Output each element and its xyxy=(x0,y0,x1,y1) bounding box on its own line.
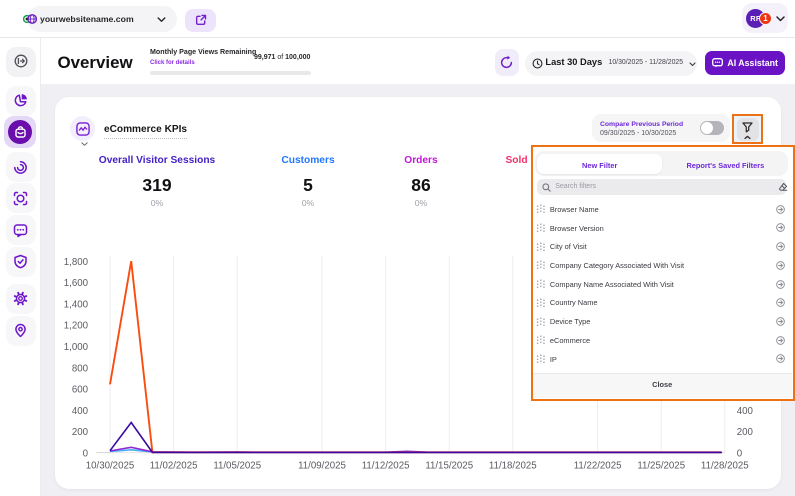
svg-text:200: 200 xyxy=(72,427,89,438)
svg-text:0: 0 xyxy=(737,449,743,460)
svg-text:11/18/2025: 11/18/2025 xyxy=(489,461,537,472)
svg-text:11/09/2025: 11/09/2025 xyxy=(298,461,346,472)
svg-text:1,800: 1,800 xyxy=(64,257,89,268)
svg-text:10/30/2025: 10/30/2025 xyxy=(86,461,135,472)
svg-text:11/05/2025: 11/05/2025 xyxy=(213,461,261,472)
svg-text:1,600: 1,600 xyxy=(64,278,89,289)
svg-text:200: 200 xyxy=(737,427,754,438)
svg-text:400: 400 xyxy=(737,406,754,417)
svg-text:600: 600 xyxy=(72,385,89,396)
svg-text:400: 400 xyxy=(72,406,89,417)
svg-text:0: 0 xyxy=(83,449,89,460)
svg-text:11/25/2025: 11/25/2025 xyxy=(637,461,685,472)
svg-text:800: 800 xyxy=(72,363,89,374)
svg-text:11/12/2025: 11/12/2025 xyxy=(362,461,410,472)
svg-text:11/15/2025: 11/15/2025 xyxy=(425,461,473,472)
svg-text:11/02/2025: 11/02/2025 xyxy=(150,461,198,472)
svg-text:1,000: 1,000 xyxy=(64,342,89,353)
svg-text:11/28/2025: 11/28/2025 xyxy=(701,461,749,472)
svg-text:11/22/2025: 11/22/2025 xyxy=(574,461,622,472)
svg-text:1,200: 1,200 xyxy=(64,321,89,332)
svg-text:1,400: 1,400 xyxy=(64,299,89,310)
